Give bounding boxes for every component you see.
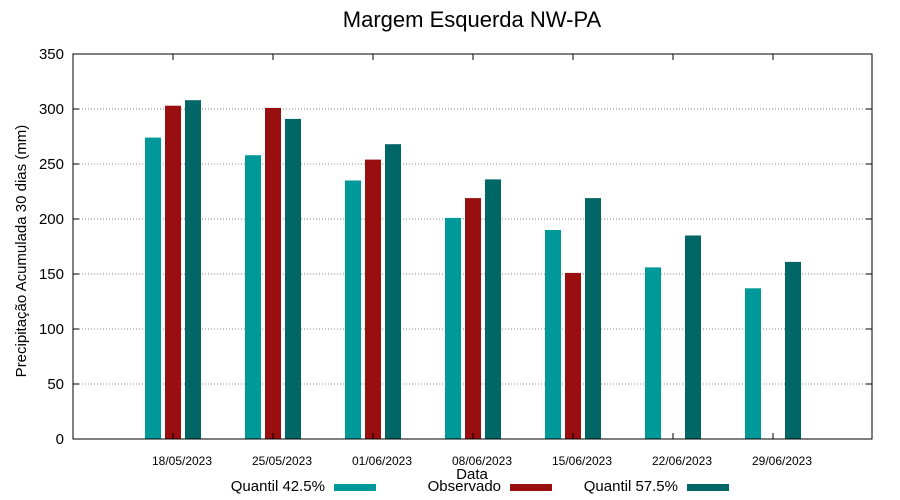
y-tick-label: 350	[39, 46, 64, 63]
bar-quantil-57-5	[685, 235, 701, 439]
bar-quantil-42-5	[345, 180, 361, 439]
legend-label: Quantil 42.5%	[231, 478, 325, 495]
y-tick-label: 300	[39, 101, 64, 118]
y-tick-label: 250	[39, 156, 64, 173]
bar-observado	[165, 105, 181, 439]
bar-quantil-57-5	[385, 144, 401, 439]
y-tick-label: 50	[47, 376, 64, 393]
x-tick-label: 29/06/2023	[752, 454, 812, 468]
bar-quantil-42-5	[745, 288, 761, 439]
y-axis-label: Precipitação Acumulada 30 dias (mm)	[13, 125, 30, 378]
chart-title: Margem Esquerda NW-PA	[343, 7, 602, 32]
y-tick-label: 150	[39, 266, 64, 283]
legend: Quantil 42.5% Observado Quantil 57.5%	[231, 478, 729, 495]
bar-quantil-57-5	[485, 179, 501, 439]
bar-observado	[565, 272, 581, 439]
bar-quantil-42-5	[545, 230, 561, 439]
y-tick-label: 0	[56, 431, 64, 448]
x-tick-label: 22/06/2023	[652, 454, 712, 468]
legend-swatch	[334, 484, 376, 491]
bars	[145, 100, 801, 440]
x-axis: 18/05/2023 25/05/2023 01/06/2023 08/06/2023…	[152, 54, 812, 468]
bar-observado	[465, 198, 481, 439]
bar-quantil-57-5	[185, 100, 201, 439]
y-tick-label: 100	[39, 321, 64, 338]
x-tick-label: 08/06/2023	[452, 454, 512, 468]
bar-quantil-42-5	[445, 217, 461, 439]
bar-quantil-42-5	[645, 267, 661, 439]
x-tick-label: 15/06/2023	[552, 454, 612, 468]
bar-observado	[265, 107, 281, 440]
bar-quantil-42-5	[145, 137, 161, 439]
x-tick-label: 25/05/2023	[252, 454, 312, 468]
legend-swatch	[687, 484, 729, 491]
bar-quantil-57-5	[785, 261, 801, 439]
x-axis-label: Data	[456, 466, 488, 483]
x-tick-label: 18/05/2023	[152, 454, 212, 468]
bar-quantil-57-5	[285, 118, 301, 440]
x-tick-label: 01/06/2023	[352, 454, 412, 468]
y-tick-label: 200	[39, 211, 64, 228]
bar-quantil-42-5	[245, 155, 261, 439]
legend-swatch	[510, 484, 552, 491]
legend-label: Observado	[428, 478, 501, 495]
bar-observado	[365, 159, 381, 439]
y-axis: 0 50 100 150 200 250 300 350	[39, 46, 872, 448]
bar-quantil-57-5	[585, 198, 601, 439]
legend-label: Quantil 57.5%	[584, 478, 678, 495]
